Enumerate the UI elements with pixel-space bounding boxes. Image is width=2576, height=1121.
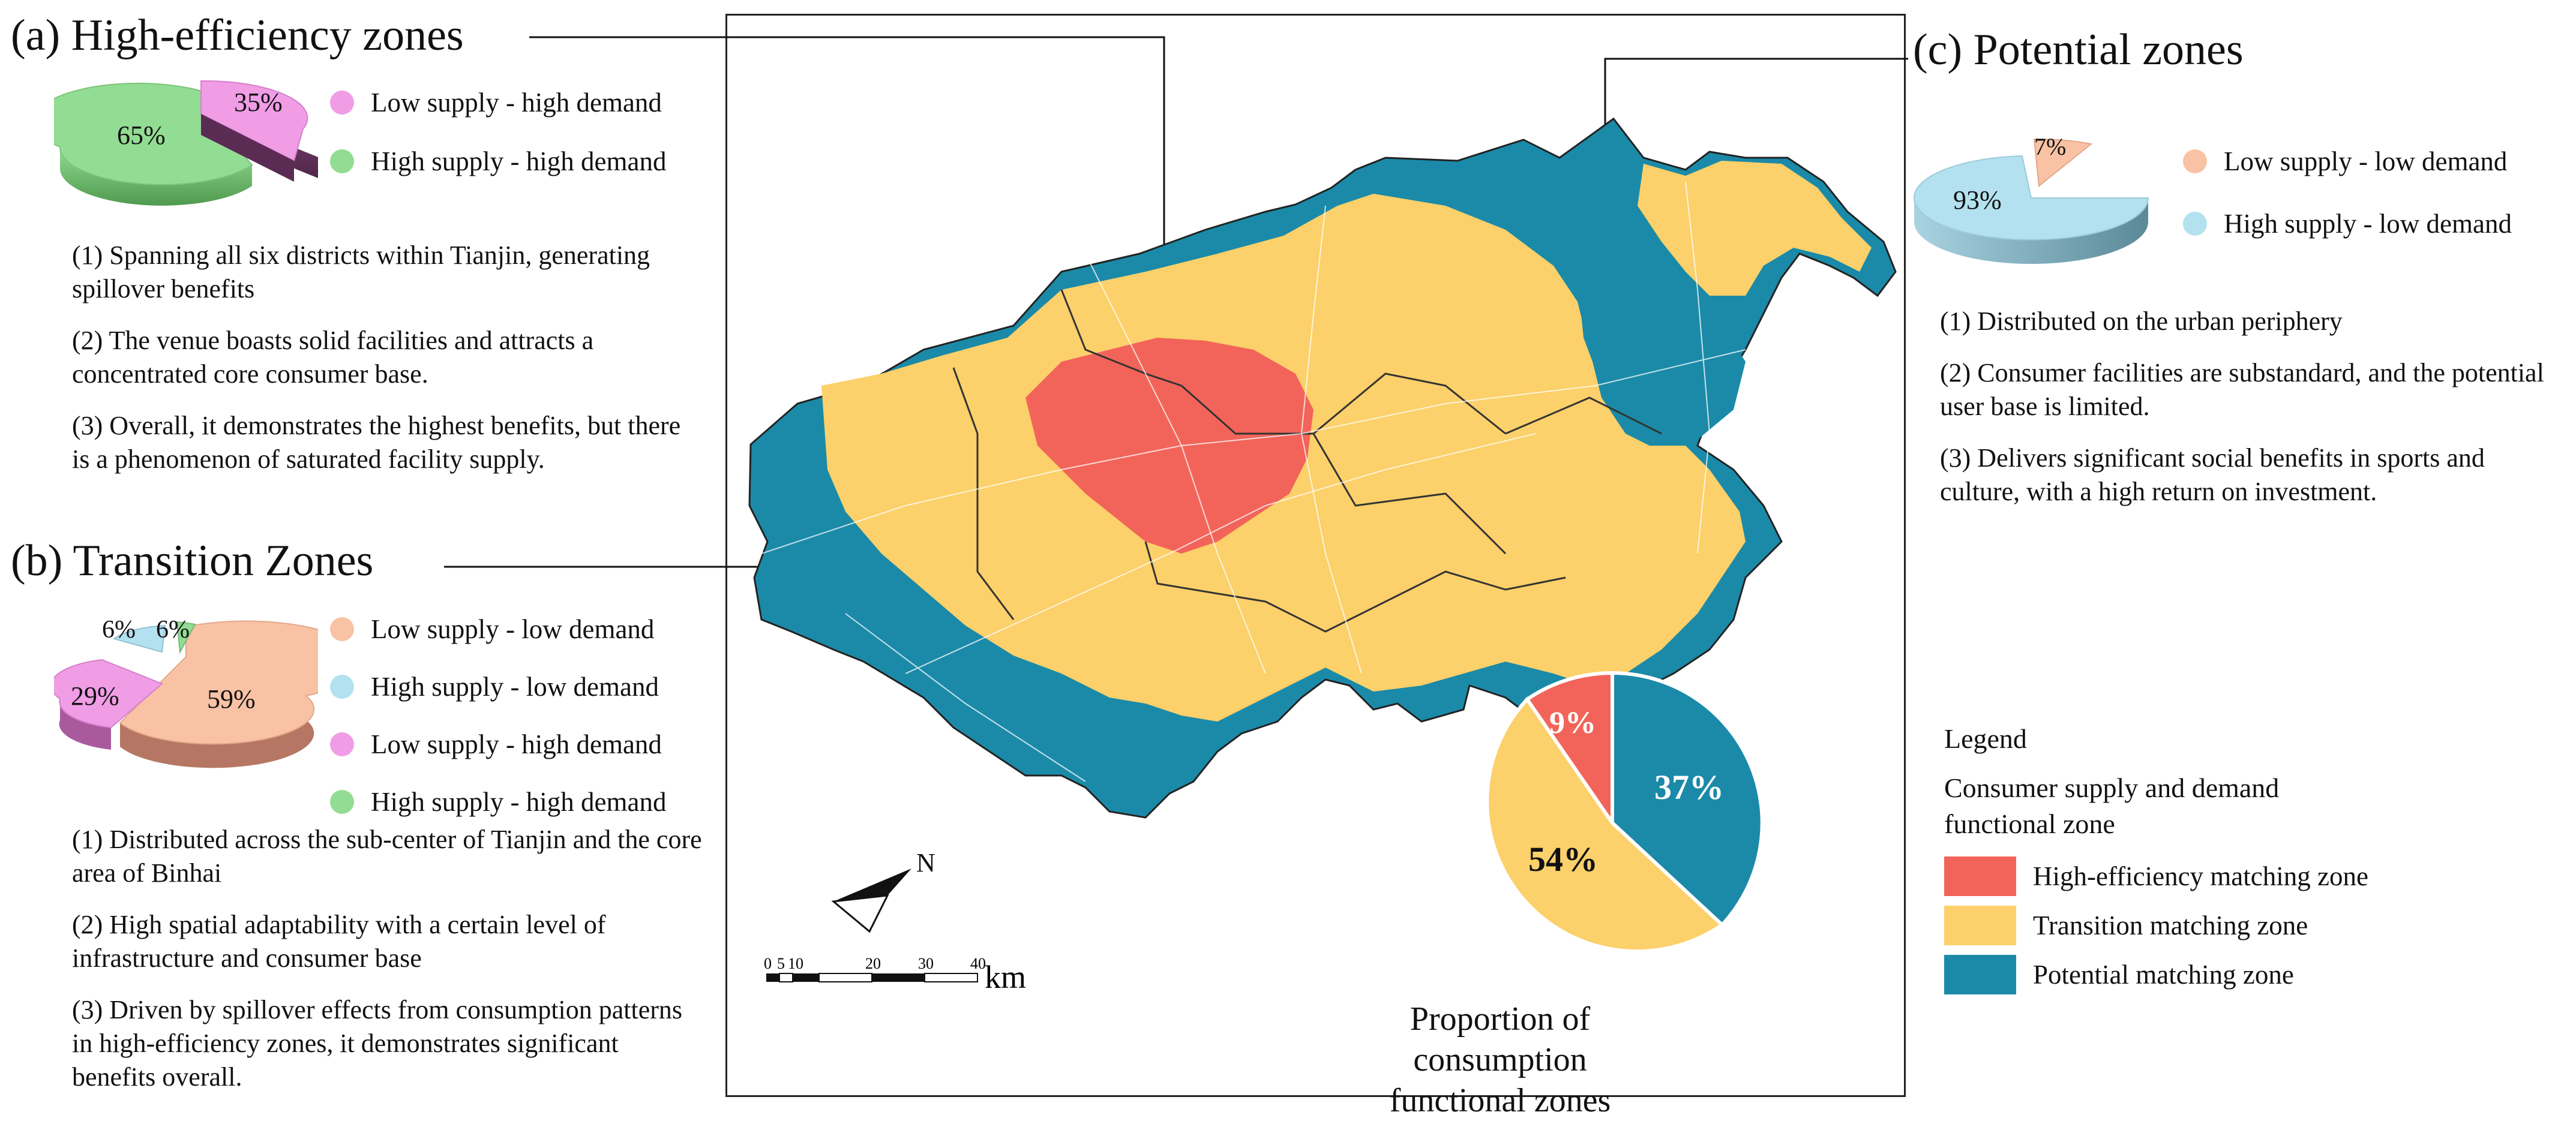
legend-item-high-efficiency: High-efficiency matching zone xyxy=(1944,856,2544,896)
yellow-swatch-icon xyxy=(1944,906,2016,945)
legend-item-label: High-efficiency matching zone xyxy=(2033,861,2368,891)
potential-zone-east xyxy=(1578,266,1746,440)
panel-c-pie: 93% 7% xyxy=(1914,133,2149,264)
pie-label-9: 9% xyxy=(1549,706,1596,740)
pie-label-37: 37% xyxy=(1654,768,1724,807)
proportion-pie: 9% 37% 54% xyxy=(1485,671,1764,954)
legend-label: Low supply - low demand xyxy=(2224,146,2508,176)
pie-b-slice-orange xyxy=(119,620,318,745)
pie-b-label-59: 59% xyxy=(207,684,256,714)
peach-dot-icon xyxy=(330,617,354,641)
pie-b-label-29: 29% xyxy=(71,681,119,711)
point: (3) Delivers significant social benefits… xyxy=(1940,443,2485,506)
green-dot-icon xyxy=(330,149,354,173)
point: (3) Driven by spillover effects from con… xyxy=(72,995,683,1092)
point: (1) Distributed across the sub-center of… xyxy=(72,825,702,888)
pie-b-label-6a: 6% xyxy=(102,616,136,644)
legend-label: Low supply - high demand xyxy=(371,88,662,118)
blue-dot-icon xyxy=(2183,212,2207,236)
pie-c-label-7: 7% xyxy=(2034,133,2066,160)
point: (2) Consumer facilities are substandard,… xyxy=(1940,358,2544,421)
svg-text:0: 0 xyxy=(764,955,772,972)
point: (2) The venue boasts solid facilities an… xyxy=(72,326,594,389)
panel-a-legend-item: Low supply - high demand xyxy=(330,87,666,118)
panel-a-points: (1) Spanning all six districts within Ti… xyxy=(72,239,684,494)
pink-dot-icon xyxy=(330,732,354,756)
scale-bar: 0 5 10 20 30 40 km xyxy=(764,955,1026,995)
pie-b-side xyxy=(120,696,314,768)
peach-dot-icon xyxy=(2183,149,2207,173)
legend-subtitle: Consumer supply and demand functional zo… xyxy=(1944,773,2280,839)
pie-c-slice-blue xyxy=(1914,155,2149,241)
transition-zone-ne xyxy=(1638,161,1872,296)
legend-label: Low supply - low demand xyxy=(371,614,655,644)
svg-text:20: 20 xyxy=(865,955,881,972)
panel-b-points: (1) Distributed across the sub-center of… xyxy=(72,823,708,1112)
panel-c-legend-item: High supply - low demand xyxy=(2183,208,2512,239)
panel-c-title: (c) Potential zones xyxy=(1913,25,2244,74)
pie-a-label-35: 35% xyxy=(234,88,283,117)
panel-b-legend: Low supply - low demand High supply - lo… xyxy=(330,614,666,818)
legend-label: High supply - low demand xyxy=(371,672,659,702)
legend-label: High supply - high demand xyxy=(371,787,667,817)
pink-dot-icon xyxy=(330,91,354,115)
pie-a-slice-pink xyxy=(200,80,308,162)
legend-item-transition: Transition matching zone xyxy=(1944,906,2544,945)
panel-b-pie: 59% 29% 6% 6% xyxy=(54,616,318,768)
svg-text:5: 5 xyxy=(777,955,785,972)
panel-c-legend-item: Low supply - low demand xyxy=(2183,146,2512,177)
pie-a-slice-green-side xyxy=(59,147,252,206)
pie-label-54: 54% xyxy=(1528,840,1598,879)
point: (1) Spanning all six districts within Ti… xyxy=(72,241,650,303)
legend-item-potential: Potential matching zone xyxy=(1944,955,2544,994)
legend-item-label: Transition matching zone xyxy=(2033,910,2308,940)
pie-slice-transition xyxy=(1485,696,1725,954)
north-arrow-icon: N xyxy=(831,848,935,933)
pie-b-label-6b: 6% xyxy=(156,616,190,644)
legend-label: High supply - low demand xyxy=(2224,209,2512,239)
panel-b-legend-item: Low supply - low demand xyxy=(330,614,666,645)
tianjin-map: N 0 5 10 20 30 40 km 9% 37% 54% xyxy=(748,117,1897,995)
panel-b-legend-item: High supply - high demand xyxy=(330,786,666,818)
panel-b-legend-item: High supply - low demand xyxy=(330,671,666,702)
panel-c-points: (1) Distributed on the urban periphery (… xyxy=(1940,305,2570,527)
svg-text:N: N xyxy=(916,848,935,877)
panel-a-pie: 65% 35% xyxy=(54,80,318,206)
svg-text:km: km xyxy=(985,959,1026,995)
svg-text:30: 30 xyxy=(918,955,934,972)
zone-legend: Legend Consumer supply and demand functi… xyxy=(1944,723,2544,994)
pie-slice-potential xyxy=(1611,671,1764,928)
panel-c-legend: Low supply - low demand High supply - lo… xyxy=(2183,146,2512,239)
pie-b-slice-green xyxy=(176,621,196,654)
pie-b-slice-pink xyxy=(54,659,163,729)
legend-item-label: Potential matching zone xyxy=(2033,960,2294,990)
pie-b-slice-blue xyxy=(112,624,166,653)
proportion-caption: Proportion of consumption functional zon… xyxy=(1389,1000,1611,1119)
red-swatch-icon xyxy=(1944,856,2016,896)
legend-label: Low supply - high demand xyxy=(371,729,662,759)
high-efficiency-zone xyxy=(1025,338,1314,554)
pie-slice-high-efficiency xyxy=(1524,671,1614,829)
green-dot-icon xyxy=(330,790,354,814)
pie-c-slice-peach xyxy=(2033,138,2093,187)
panel-a-title: (a) High-efficiency zones xyxy=(11,11,464,60)
panel-b-legend-item: Low supply - high demand xyxy=(330,729,666,760)
point: (1) Distributed on the urban periphery xyxy=(1940,306,2343,336)
panel-a-legend-item: High supply - high demand xyxy=(330,146,666,177)
map-frame xyxy=(725,14,1906,1097)
panel-a-legend: Low supply - high demand High supply - h… xyxy=(330,87,666,177)
point: (3) Overall, it demonstrates the highest… xyxy=(72,411,681,474)
pie-c-side xyxy=(1914,198,2148,264)
pie-a-label-65: 65% xyxy=(117,121,166,150)
svg-text:10: 10 xyxy=(788,955,803,972)
legend-label: High supply - high demand xyxy=(371,146,667,176)
svg-text:40: 40 xyxy=(970,955,986,972)
panel-b-title: (b) Transition Zones xyxy=(11,536,374,585)
legend-title: Legend xyxy=(1944,723,2027,754)
point: (2) High spatial adaptability with a cer… xyxy=(72,910,606,973)
pie-c-label-93: 93% xyxy=(1953,185,2002,215)
blue-swatch-icon xyxy=(1944,955,2016,994)
blue-dot-icon xyxy=(330,675,354,699)
